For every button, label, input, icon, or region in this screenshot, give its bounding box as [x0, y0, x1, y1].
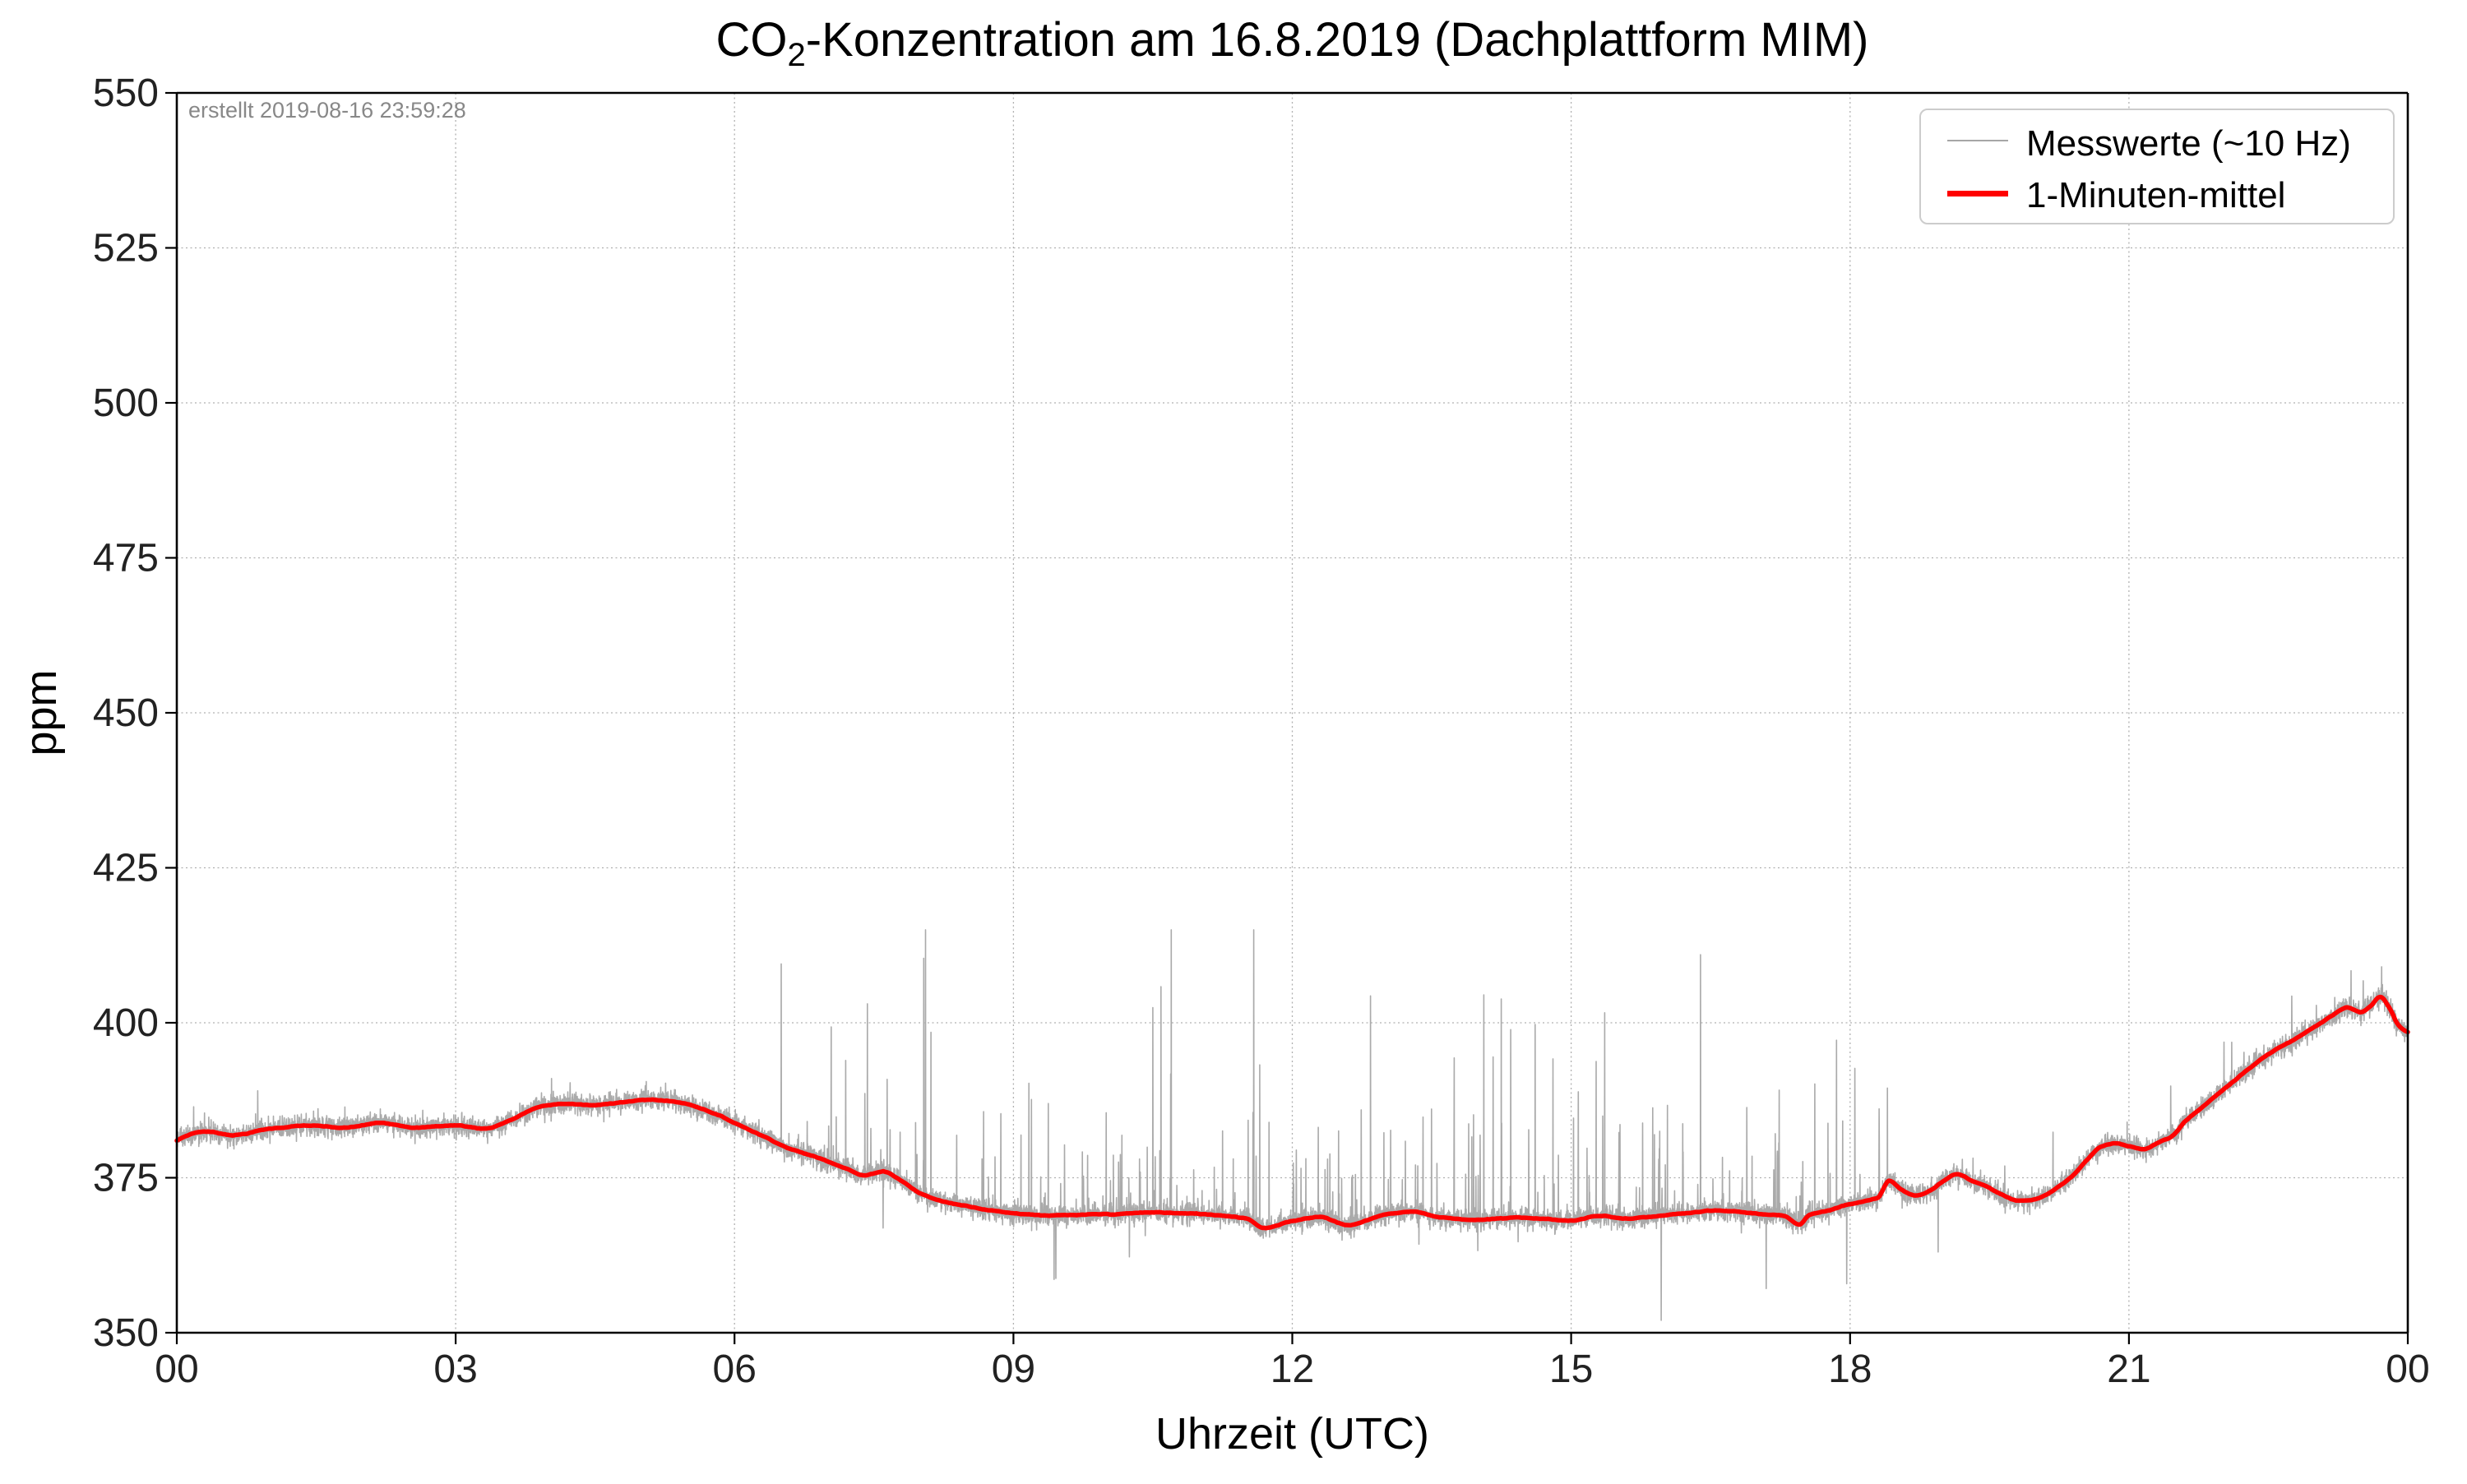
svg-text:450: 450 — [93, 691, 159, 735]
svg-text:00: 00 — [155, 1348, 198, 1391]
svg-text:00: 00 — [2386, 1348, 2429, 1391]
svg-text:21: 21 — [2107, 1348, 2150, 1391]
svg-text:12: 12 — [1271, 1348, 1314, 1391]
svg-text:18: 18 — [1828, 1348, 1872, 1391]
svg-text:06: 06 — [713, 1348, 757, 1391]
svg-text:350: 350 — [93, 1311, 159, 1355]
svg-text:03: 03 — [433, 1348, 477, 1391]
svg-text:15: 15 — [1549, 1348, 1593, 1391]
svg-text:475: 475 — [93, 537, 159, 580]
svg-text:09: 09 — [992, 1348, 1035, 1391]
svg-text:550: 550 — [93, 72, 159, 115]
svg-text:425: 425 — [93, 847, 159, 890]
svg-text:ppm: ppm — [16, 669, 66, 756]
svg-text:CO2-Konzentration am 16.8.2019: CO2-Konzentration am 16.8.2019 (Dachplat… — [716, 13, 1869, 73]
svg-text:Uhrzeit (UTC): Uhrzeit (UTC) — [1155, 1409, 1429, 1459]
svg-text:400: 400 — [93, 1001, 159, 1045]
svg-text:500: 500 — [93, 381, 159, 425]
svg-text:erstellt 2019-08-16 23:59:28: erstellt 2019-08-16 23:59:28 — [188, 98, 466, 123]
svg-text:525: 525 — [93, 227, 159, 270]
svg-text:375: 375 — [93, 1157, 159, 1200]
